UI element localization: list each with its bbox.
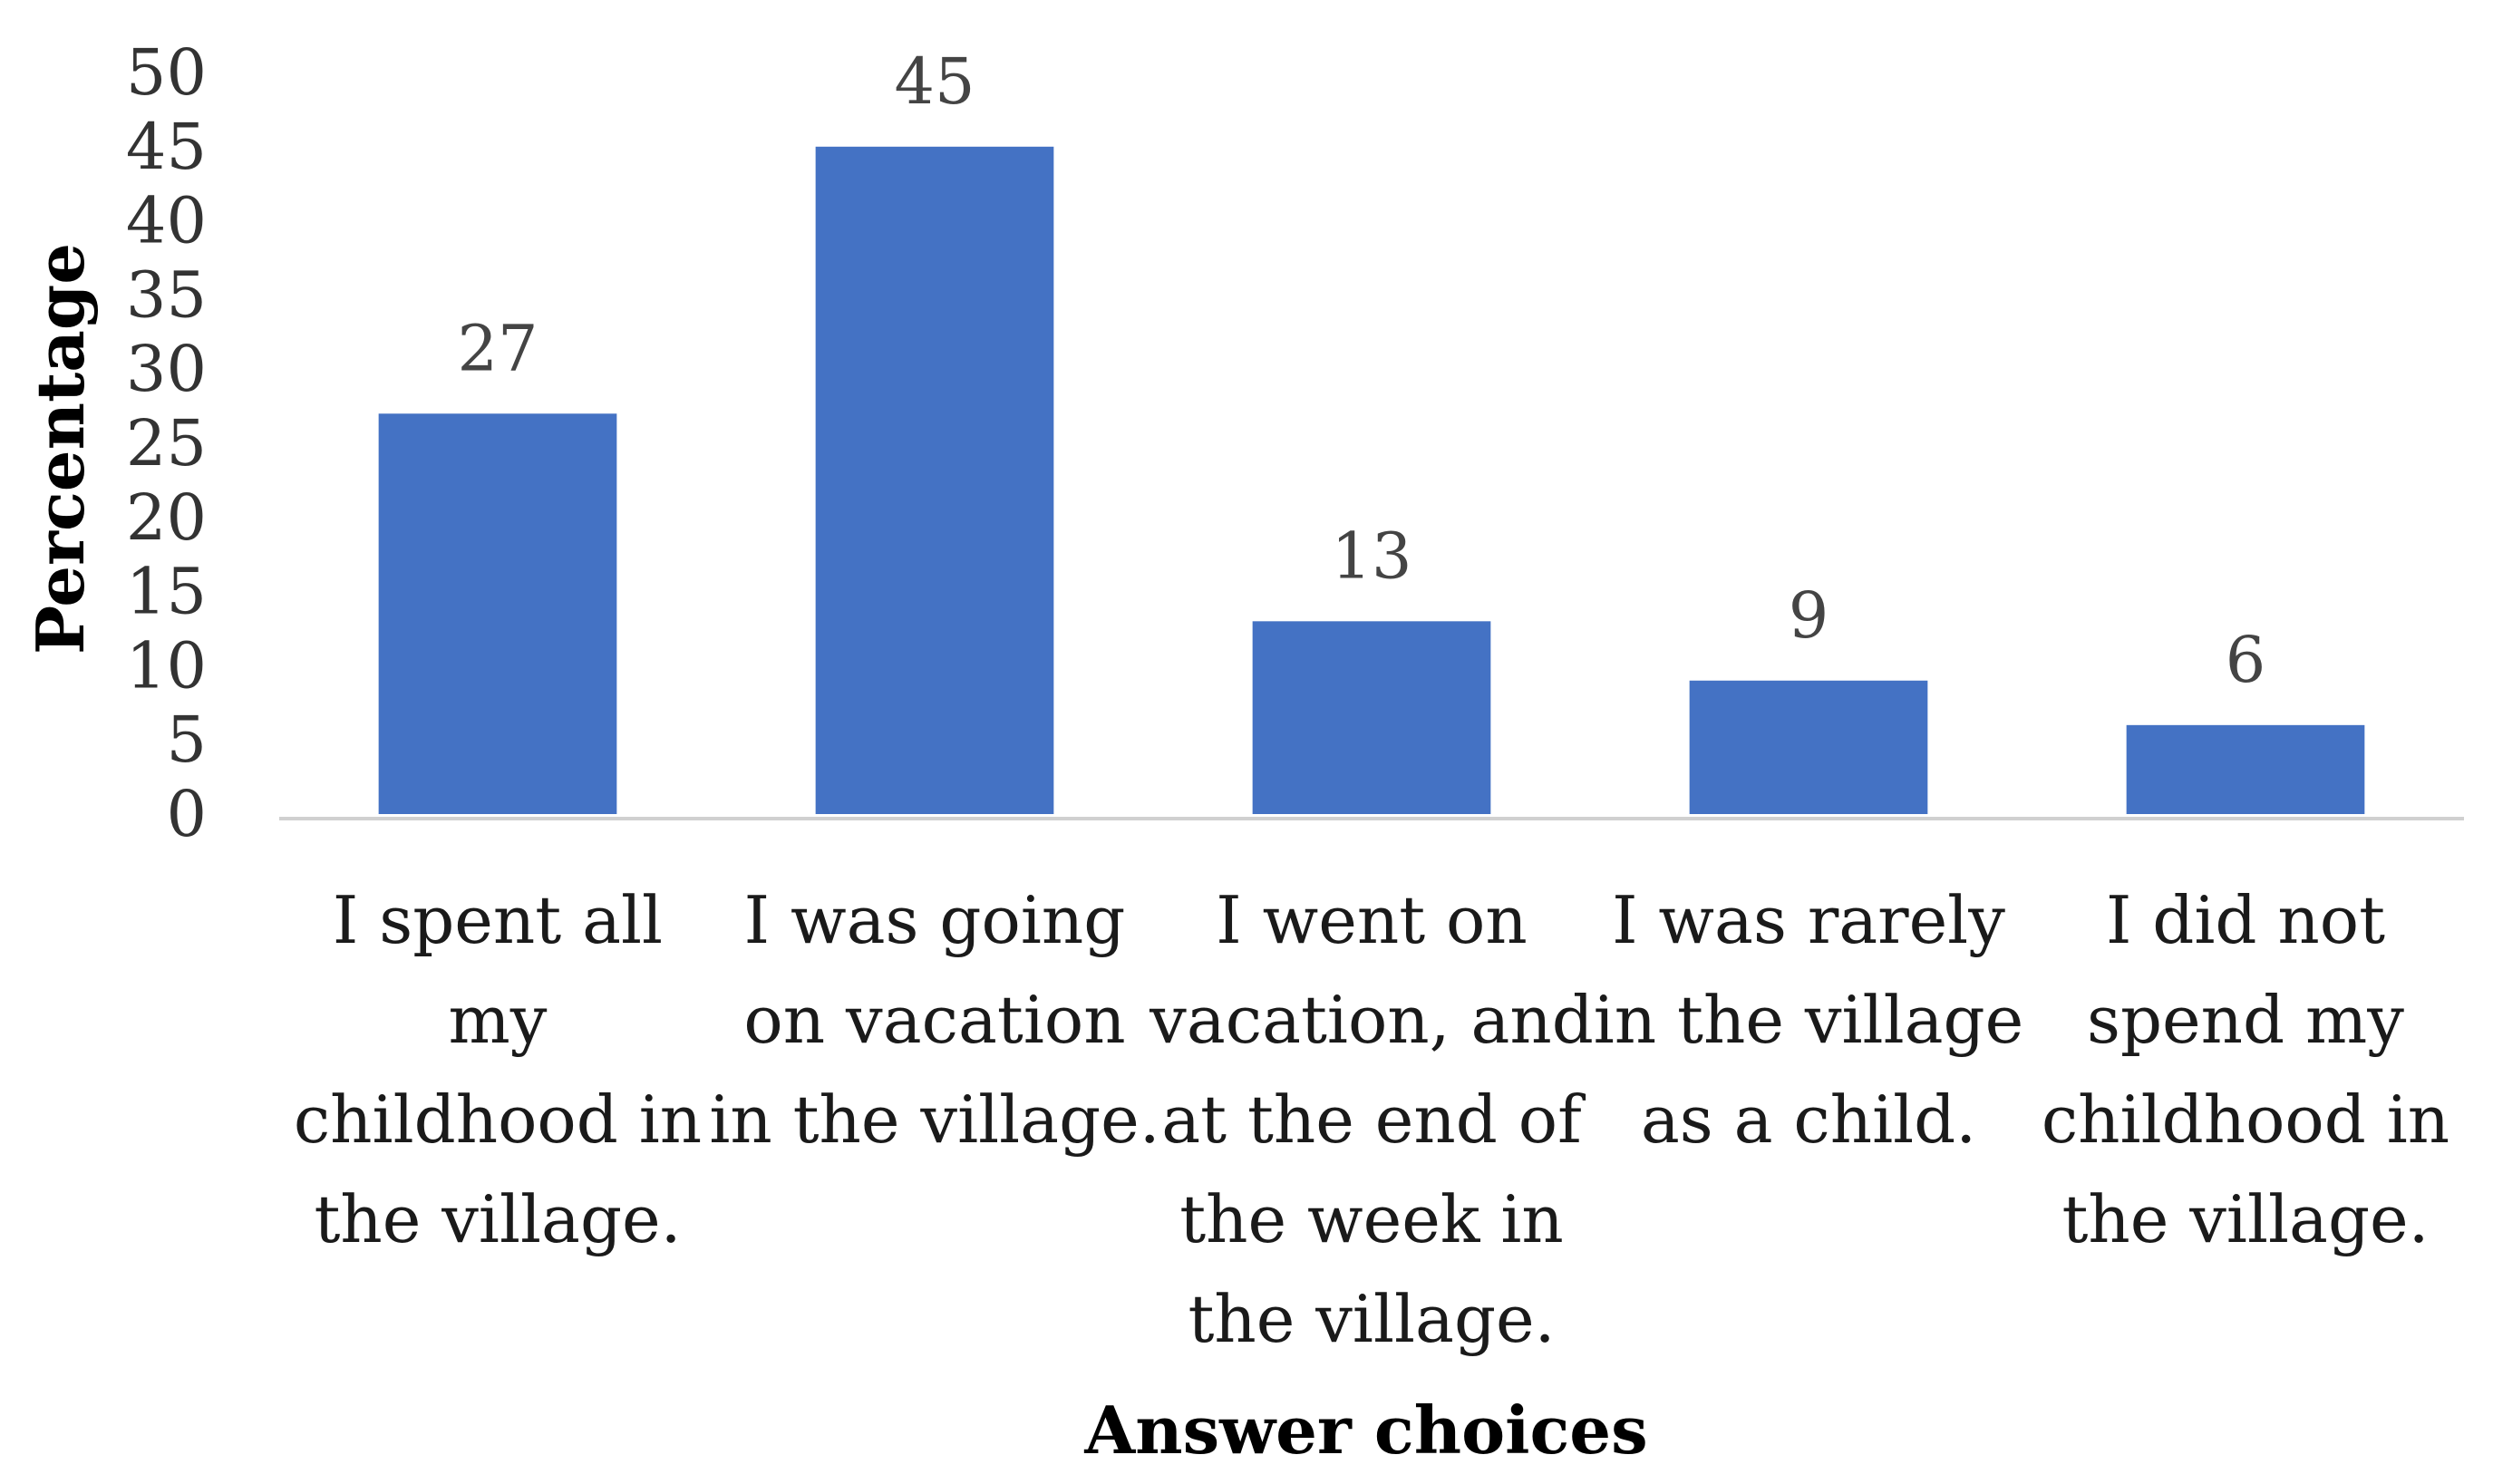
x-category-label: I spent all my childhood in the village. [294,882,702,1257]
y-tick-label: 0 [166,777,207,851]
y-tick-label: 30 [126,332,207,406]
y-tick-label: 45 [126,110,207,184]
data-labels: 27 45 13 9 6 [457,44,2265,697]
x-category-label-line: the week in [1179,1181,1564,1257]
bar [1252,621,1491,814]
bar [815,146,1054,815]
data-label: 6 [2226,623,2266,697]
y-tick-label: 35 [126,257,207,332]
y-tick-label: 50 [126,35,207,110]
x-category-label: I went on vacation, and at the end of the w… [1149,882,1594,1357]
x-axis-category-labels: I spent all my childhood in the village.I w… [294,882,2449,1357]
y-tick-label: 25 [126,406,207,480]
x-category-label-line: childhood in [294,1081,702,1158]
y-tick-label: 10 [126,628,207,703]
x-category-label-line: at the end of [1161,1081,1586,1158]
x-category-label-line: the village. [2061,1181,2429,1257]
x-category-label-line: my [449,982,548,1058]
bar [1689,680,1928,814]
x-category-label-line: childhood in [2042,1081,2449,1158]
x-category-label: I did not spend my childhood in the village… [2042,882,2449,1257]
x-category-label-line: I went on [1216,882,1527,958]
data-label: 27 [457,311,538,385]
data-label: 45 [894,44,975,119]
x-category-label-line: as a child. [1641,1081,1976,1158]
bar [2126,724,2365,814]
bar [378,413,617,814]
x-category-label-line: vacation, and [1149,982,1594,1058]
y-tick-label: 20 [126,480,207,555]
y-tick-label: 40 [126,184,207,258]
x-category-label: I was going on vacation in the village. [709,882,1159,1158]
bars [378,146,2365,815]
y-axis-title: Percentage [22,243,99,655]
x-category-label-line: the village. [1188,1281,1555,1357]
x-category-label-line: on vacation [743,982,1125,1058]
x-category-label-line: I was going [744,882,1126,958]
x-category-label-line: in the village. [709,1081,1159,1158]
y-tick-label: 15 [126,555,207,629]
x-axis-title: Answer choices [1083,1392,1647,1469]
x-category-label-line: I spent all [333,882,663,958]
x-category-label-line: I did not [2106,882,2385,958]
data-label: 9 [1789,578,1829,653]
x-category-label-line: in the village [1594,982,2023,1058]
x-category-label-line: I was rarely [1612,882,2005,958]
y-tick-label: 5 [166,703,207,777]
data-label: 13 [1331,519,1411,593]
x-category-label: I was rarely in the village as a child. [1594,882,2023,1158]
x-category-label-line: the village. [314,1181,681,1257]
x-category-label-line: spend my [2087,982,2404,1058]
